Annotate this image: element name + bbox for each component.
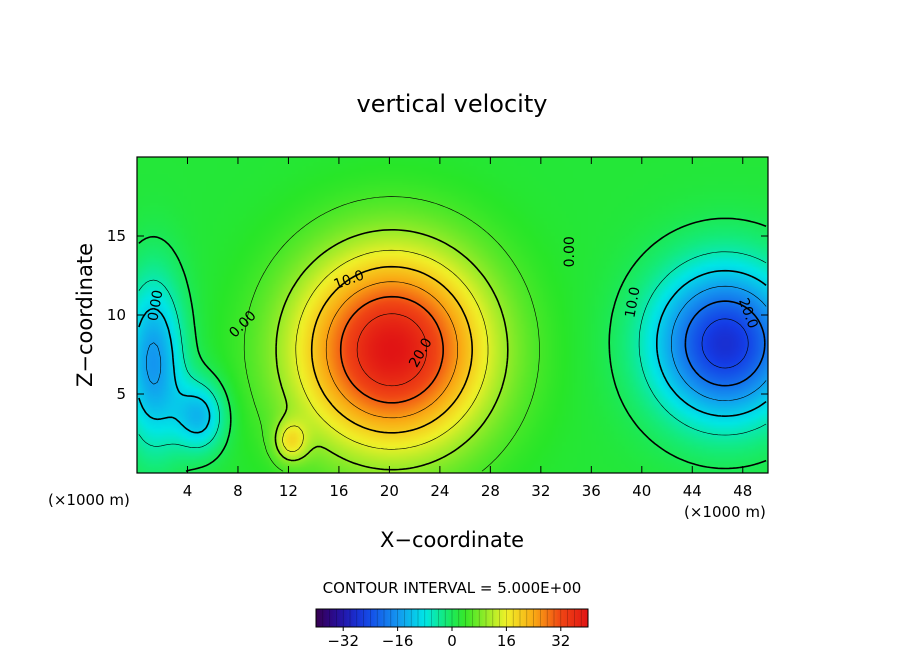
x-tick-label: 4 — [183, 482, 193, 500]
contour-label: 10.0 — [622, 286, 643, 319]
x-tick-label: 40 — [632, 482, 651, 500]
contour-level-neg5 — [138, 251, 767, 448]
contour-interval: CONTOUR INTERVAL = 5.000E+00 — [323, 579, 582, 597]
contour-level-neg15 — [146, 285, 767, 401]
x-tick-label: 48 — [733, 482, 752, 500]
contour-level-15 — [282, 249, 489, 452]
x-unit-left: (×1000 m) — [48, 491, 130, 509]
x-tick-label: 36 — [582, 482, 601, 500]
colorbar-tick-label: −32 — [327, 632, 359, 650]
x-tick-label: 12 — [279, 482, 298, 500]
contour-level-25 — [325, 281, 458, 419]
x-tick-label: 8 — [233, 482, 243, 500]
colorbar-ticks: −32 −16 0 16 32 — [327, 627, 570, 650]
x-tick-label: 44 — [683, 482, 702, 500]
colorbar-segments — [322, 609, 582, 627]
y-tick-label: 5 — [116, 385, 126, 403]
y-axis-label: Z−coordinate — [73, 243, 97, 387]
contour-level-10 — [274, 229, 509, 471]
colorbar-fill — [316, 609, 588, 627]
contour-lines — [138, 196, 767, 472]
colorbar: −32 −16 0 16 32 — [315, 608, 589, 650]
x-tick-label: 20 — [380, 482, 399, 500]
contour-level-30 — [339, 295, 444, 404]
contour-level-0 — [138, 217, 767, 472]
contour-level-35 — [356, 313, 427, 387]
chart-title: vertical velocity — [357, 90, 548, 118]
y-tick-label: 10 — [107, 306, 126, 324]
x-tick-label: 28 — [481, 482, 500, 500]
contour-label: 0.00 — [562, 236, 578, 267]
x-unit-right: (×1000 m) — [684, 503, 766, 521]
y-axis-ticks: 5 10 15 — [107, 227, 768, 403]
heatmap-field — [137, 157, 768, 473]
colorbar-tick-label: 0 — [447, 632, 457, 650]
x-tick-label: 32 — [531, 482, 550, 500]
colorbar-tick-label: 32 — [551, 632, 570, 650]
y-tick-label: 15 — [107, 227, 126, 245]
contour-level-20 — [310, 265, 473, 434]
plot-area: 10.020.00.000.000.00 10.0 20.0 — [136, 156, 769, 474]
colorbar-tick-label: −16 — [382, 632, 414, 650]
contour-level-5 — [243, 196, 540, 472]
contour-label: 0.00 — [145, 289, 166, 322]
x-axis-label: X−coordinate — [380, 528, 524, 552]
x-axis-ticks: 4 8 12 16 20 24 28 32 36 40 44 48 — [183, 157, 752, 500]
contour-level-neg20 — [684, 300, 766, 387]
colorbar-tick-label: 16 — [497, 632, 516, 650]
contour-level-neg25 — [701, 318, 749, 369]
contour-level-neg10 — [138, 269, 767, 434]
x-tick-label: 24 — [430, 482, 449, 500]
x-tick-label: 16 — [329, 482, 348, 500]
